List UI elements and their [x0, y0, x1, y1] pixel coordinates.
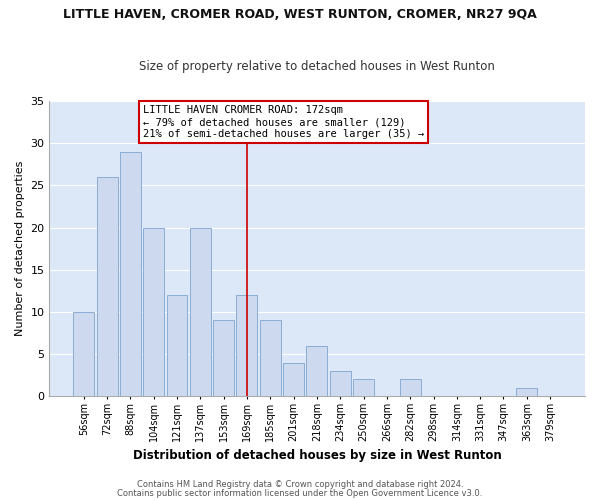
Bar	[97, 177, 118, 396]
X-axis label: Distribution of detached houses by size in West Runton: Distribution of detached houses by size …	[133, 450, 501, 462]
Y-axis label: Number of detached properties: Number of detached properties	[15, 161, 25, 336]
Bar	[353, 380, 374, 396]
Bar	[400, 380, 421, 396]
Bar	[330, 371, 351, 396]
Text: Contains HM Land Registry data © Crown copyright and database right 2024.: Contains HM Land Registry data © Crown c…	[137, 480, 463, 489]
Bar	[120, 152, 141, 396]
Text: Contains public sector information licensed under the Open Government Licence v3: Contains public sector information licen…	[118, 488, 482, 498]
Bar	[236, 295, 257, 396]
Bar	[307, 346, 328, 396]
Text: LITTLE HAVEN, CROMER ROAD, WEST RUNTON, CROMER, NR27 9QA: LITTLE HAVEN, CROMER ROAD, WEST RUNTON, …	[63, 8, 537, 20]
Bar	[190, 228, 211, 396]
Bar	[260, 320, 281, 396]
Bar	[517, 388, 538, 396]
Bar	[143, 228, 164, 396]
Title: Size of property relative to detached houses in West Runton: Size of property relative to detached ho…	[139, 60, 495, 74]
Bar	[73, 312, 94, 396]
Bar	[213, 320, 234, 396]
Bar	[283, 362, 304, 396]
Text: LITTLE HAVEN CROMER ROAD: 172sqm
← 79% of detached houses are smaller (129)
21% : LITTLE HAVEN CROMER ROAD: 172sqm ← 79% o…	[143, 106, 424, 138]
Bar	[167, 295, 187, 396]
